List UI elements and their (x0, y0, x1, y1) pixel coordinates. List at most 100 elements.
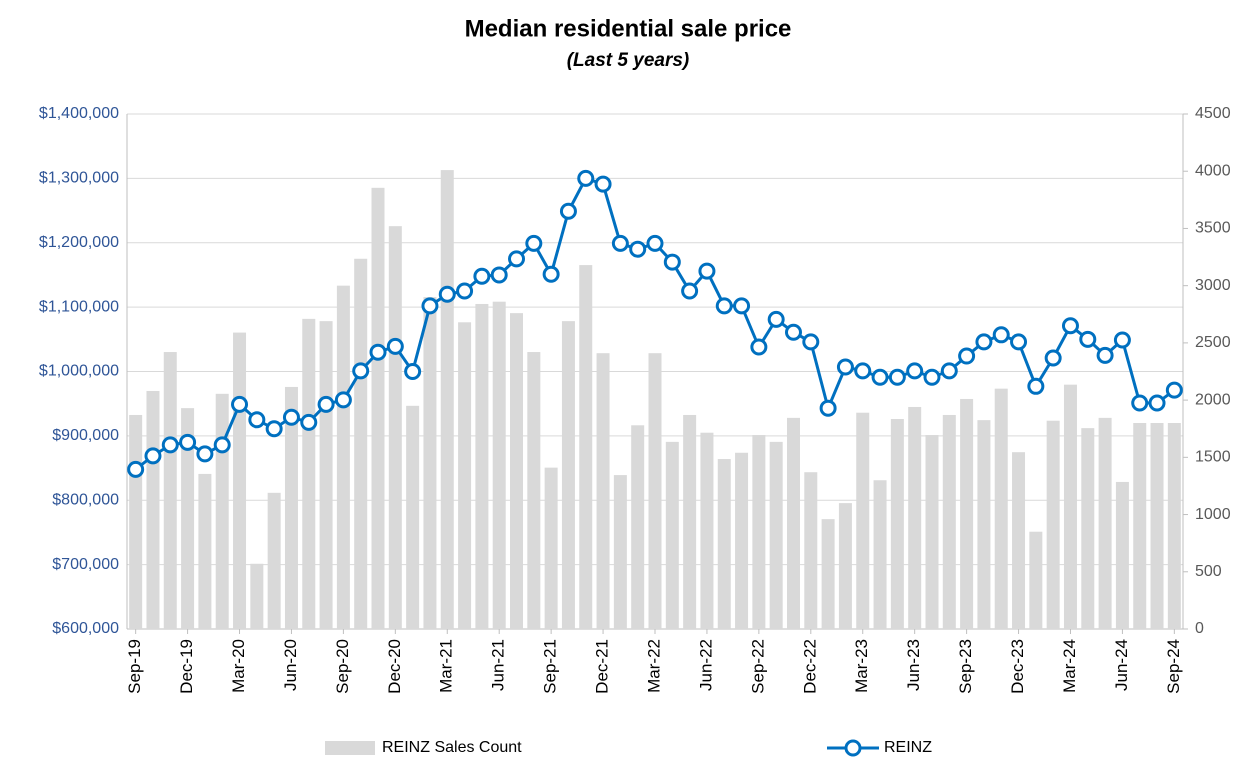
marker (646, 234, 664, 252)
bar (267, 492, 281, 629)
marker (958, 347, 976, 365)
bar (700, 432, 714, 629)
bar (977, 420, 991, 629)
marker (836, 358, 854, 376)
bar (354, 258, 368, 629)
bar (683, 414, 697, 629)
marker (871, 368, 889, 386)
marker (265, 420, 283, 438)
bar (579, 265, 593, 629)
marker (681, 282, 699, 300)
marker (577, 169, 595, 187)
bar (856, 412, 870, 629)
marker (888, 368, 906, 386)
y2-tick-label: 1500 (1195, 449, 1231, 466)
marker (733, 297, 751, 315)
x-tick-label: Mar-20 (229, 639, 248, 693)
y-tick-label: $1,300,000 (39, 170, 119, 187)
bar (336, 285, 350, 629)
bar (146, 390, 160, 629)
marker (213, 436, 231, 454)
x-tick-label: Dec-21 (593, 639, 612, 694)
bar (1150, 423, 1164, 629)
bar (302, 318, 316, 629)
bar (960, 398, 974, 629)
chart-title: Median residential sale price (465, 15, 792, 42)
marker (1061, 317, 1079, 335)
marker (317, 395, 335, 413)
marker (352, 362, 370, 380)
bar (1167, 423, 1181, 629)
bar (717, 459, 731, 629)
bar (198, 473, 212, 629)
y2-tick-label: 1000 (1195, 506, 1231, 523)
bar (1133, 423, 1147, 629)
legend-swatch (325, 741, 375, 755)
marker (196, 445, 214, 463)
marker (784, 323, 802, 341)
y2-tick-label: 4000 (1195, 162, 1231, 179)
marker (854, 362, 872, 380)
marker (179, 433, 197, 451)
bar (890, 418, 904, 629)
marker (508, 250, 526, 268)
y-tick-label: $1,400,000 (39, 105, 119, 122)
marker (282, 408, 300, 426)
marker (386, 337, 404, 355)
x-tick-label: Sep-20 (333, 639, 352, 694)
y2-tick-label: 0 (1195, 620, 1204, 637)
x-tick-label: Jun-23 (904, 639, 923, 691)
x-tick-label: Jun-21 (489, 639, 508, 691)
x-tick-label: Sep-24 (1164, 639, 1183, 694)
x-tick-label: Sep-23 (956, 639, 975, 694)
bar (284, 386, 298, 629)
marker (161, 436, 179, 454)
bar (163, 352, 177, 629)
bar (925, 435, 939, 629)
bar (1081, 428, 1095, 629)
legend-label: REINZ (884, 739, 932, 756)
y2-tick-label: 2500 (1195, 334, 1231, 351)
x-tick-label: Mar-23 (852, 639, 871, 693)
y-tick-label: $600,000 (52, 620, 119, 637)
bar (233, 332, 247, 629)
bar (786, 417, 800, 629)
marker (663, 253, 681, 271)
bar (1063, 384, 1077, 629)
marker (698, 262, 716, 280)
legend-label: REINZ Sales Count (382, 739, 522, 756)
bar (544, 467, 558, 629)
bar (821, 519, 835, 629)
bar (475, 303, 489, 629)
x-tick-label: Sep-21 (541, 639, 560, 694)
chart-subtitle: (Last 5 years) (567, 50, 690, 71)
bar (1115, 481, 1129, 629)
bar (596, 353, 610, 629)
marker (750, 338, 768, 356)
marker (421, 297, 439, 315)
marker (923, 368, 941, 386)
bar (371, 187, 385, 630)
bar (648, 353, 662, 629)
x-tick-label: Mar-24 (1060, 639, 1079, 693)
bar (873, 480, 887, 629)
marker (300, 413, 318, 431)
bar (129, 414, 143, 629)
marker (1027, 377, 1045, 395)
bar (1046, 420, 1060, 629)
marker (473, 267, 491, 285)
marker (1131, 394, 1149, 412)
y-tick-label: $800,000 (52, 491, 119, 508)
bar (1098, 417, 1112, 629)
bar (561, 321, 575, 629)
bar (735, 452, 749, 629)
x-tick-label: Dec-23 (1008, 639, 1027, 694)
bar (319, 321, 333, 629)
y2-tick-label: 4500 (1195, 105, 1231, 122)
x-tick-label: Jun-24 (1112, 639, 1131, 691)
marker (1165, 381, 1183, 399)
bar (613, 475, 627, 629)
bar (423, 297, 437, 629)
bar (665, 441, 679, 629)
marker (542, 265, 560, 283)
